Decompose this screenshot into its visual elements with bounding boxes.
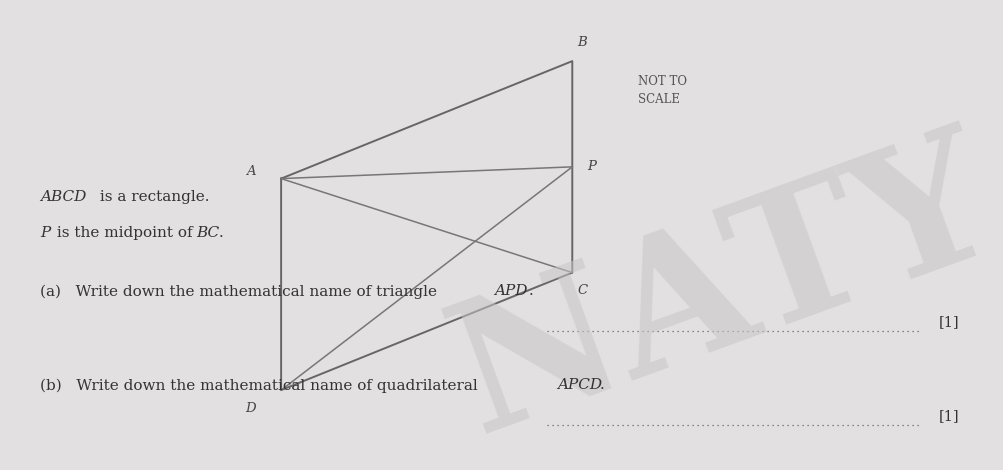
Text: BC: BC [196,226,219,240]
Text: [1]: [1] [938,315,958,329]
Text: P: P [40,226,50,240]
Text: A: A [246,165,256,178]
Text: NATY: NATY [430,113,1003,470]
Text: (b)   Write down the mathematical name of quadrilateral: (b) Write down the mathematical name of … [40,378,482,392]
Text: (a)   Write down the mathematical name of triangle: (a) Write down the mathematical name of … [40,284,441,298]
Text: APD: APD [493,284,527,298]
Text: [1]: [1] [938,409,958,423]
Text: .: . [219,226,224,240]
Text: is a rectangle.: is a rectangle. [95,190,210,204]
Text: .: . [599,378,604,392]
Text: ABCD: ABCD [40,190,86,204]
Text: .: . [529,284,534,298]
Text: is the midpoint of: is the midpoint of [52,226,198,240]
Text: NOT TO
SCALE: NOT TO SCALE [637,75,686,106]
Text: D: D [245,402,256,415]
Text: C: C [577,284,587,298]
Text: P: P [587,160,596,173]
Text: B: B [577,36,587,49]
Text: APCD: APCD [557,378,602,392]
